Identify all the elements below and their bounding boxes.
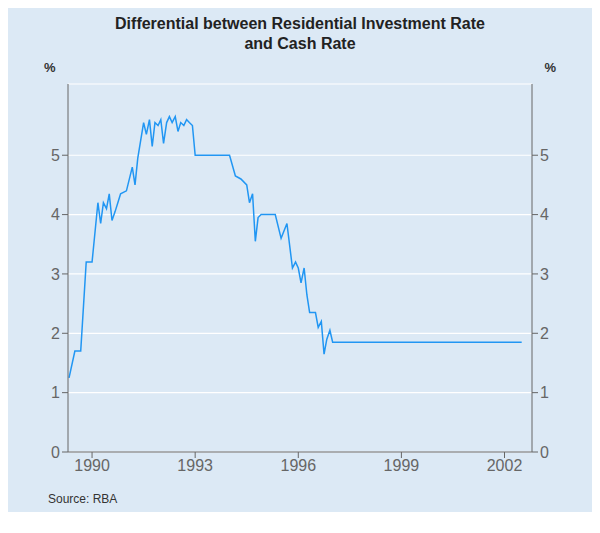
svg-text:1990: 1990 xyxy=(74,457,110,474)
svg-text:1: 1 xyxy=(540,384,549,401)
svg-text:1993: 1993 xyxy=(177,457,213,474)
svg-text:2: 2 xyxy=(51,325,60,342)
svg-text:2: 2 xyxy=(540,325,549,342)
html-text:and Cash Rate: and Cash Rate xyxy=(244,35,356,52)
svg-text:4: 4 xyxy=(540,206,549,223)
html-text:Differential between Residenti: Differential between Residential Investm… xyxy=(115,15,485,32)
svg-text:5: 5 xyxy=(540,147,549,164)
svg-text:3: 3 xyxy=(540,266,549,283)
svg-text:1: 1 xyxy=(51,384,60,401)
html-text:Source: RBA: Source: RBA xyxy=(48,492,118,506)
svg-text:1999: 1999 xyxy=(384,457,420,474)
svg-text:3: 3 xyxy=(51,266,60,283)
svg-text:5: 5 xyxy=(51,147,60,164)
svg-text:2002: 2002 xyxy=(487,457,523,474)
svg-text:0: 0 xyxy=(540,444,549,461)
svg-text:1996: 1996 xyxy=(280,457,316,474)
svg-text:4: 4 xyxy=(51,206,60,223)
svg-text:0: 0 xyxy=(51,444,60,461)
